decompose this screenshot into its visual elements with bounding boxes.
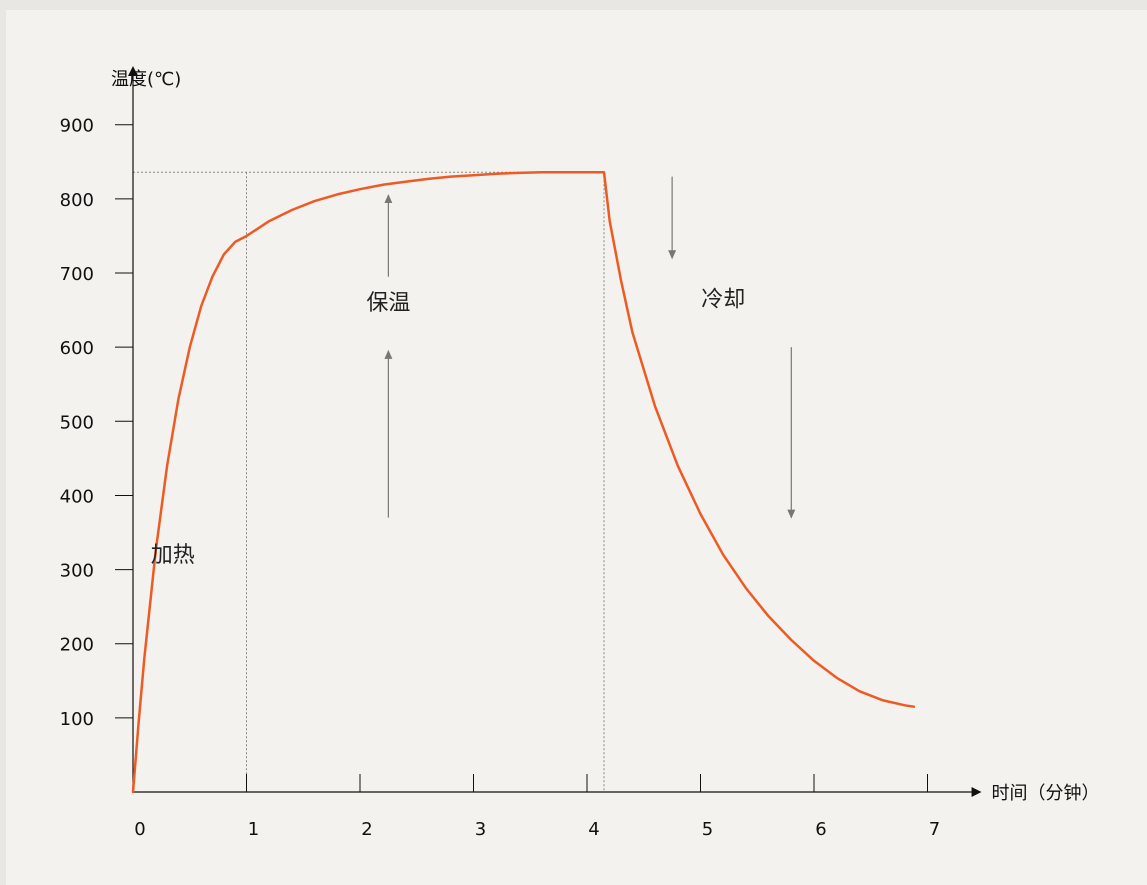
y-tick-label: 700 — [60, 264, 94, 285]
y-tick-label: 800 — [60, 190, 94, 211]
chart-canvas: 温度(℃) 时间（分钟） 0 1 2 3 4 5 6 7 100 200 300 400 500 600 70… — [6, 10, 1147, 885]
x-tick-label: 4 — [588, 819, 599, 840]
x-axis-title: 时间（分钟） — [992, 783, 1100, 804]
phase-annotation: 加热 — [151, 543, 195, 568]
y-tick-label: 300 — [60, 561, 94, 582]
temperature-time-chart: 温度(℃) 时间（分钟） 0 1 2 3 4 5 6 7 100 200 300 400 500 600 70… — [60, 66, 1100, 840]
x-tick-label: 2 — [361, 819, 372, 840]
x-tick-label: 3 — [475, 819, 486, 840]
x-tick-label: 7 — [929, 819, 940, 840]
y-tick-label: 400 — [60, 486, 94, 507]
x-tick-label: 6 — [815, 819, 826, 840]
x-tick-label: 1 — [248, 819, 259, 840]
y-tick-label: 100 — [60, 709, 94, 730]
x-tick-label: 5 — [702, 819, 713, 840]
y-tick-label: 900 — [60, 116, 94, 137]
y-tick-label: 200 — [60, 635, 94, 656]
y-tick-label: 600 — [60, 338, 94, 359]
y-tick-label: 500 — [60, 412, 94, 433]
temperature-curve — [131, 170, 916, 794]
phase-annotation: 保温 — [366, 291, 410, 316]
x-tick-label: 0 — [134, 819, 145, 840]
y-axis-title: 温度(℃) — [111, 69, 181, 90]
phase-annotation: 冷却 — [701, 287, 745, 312]
